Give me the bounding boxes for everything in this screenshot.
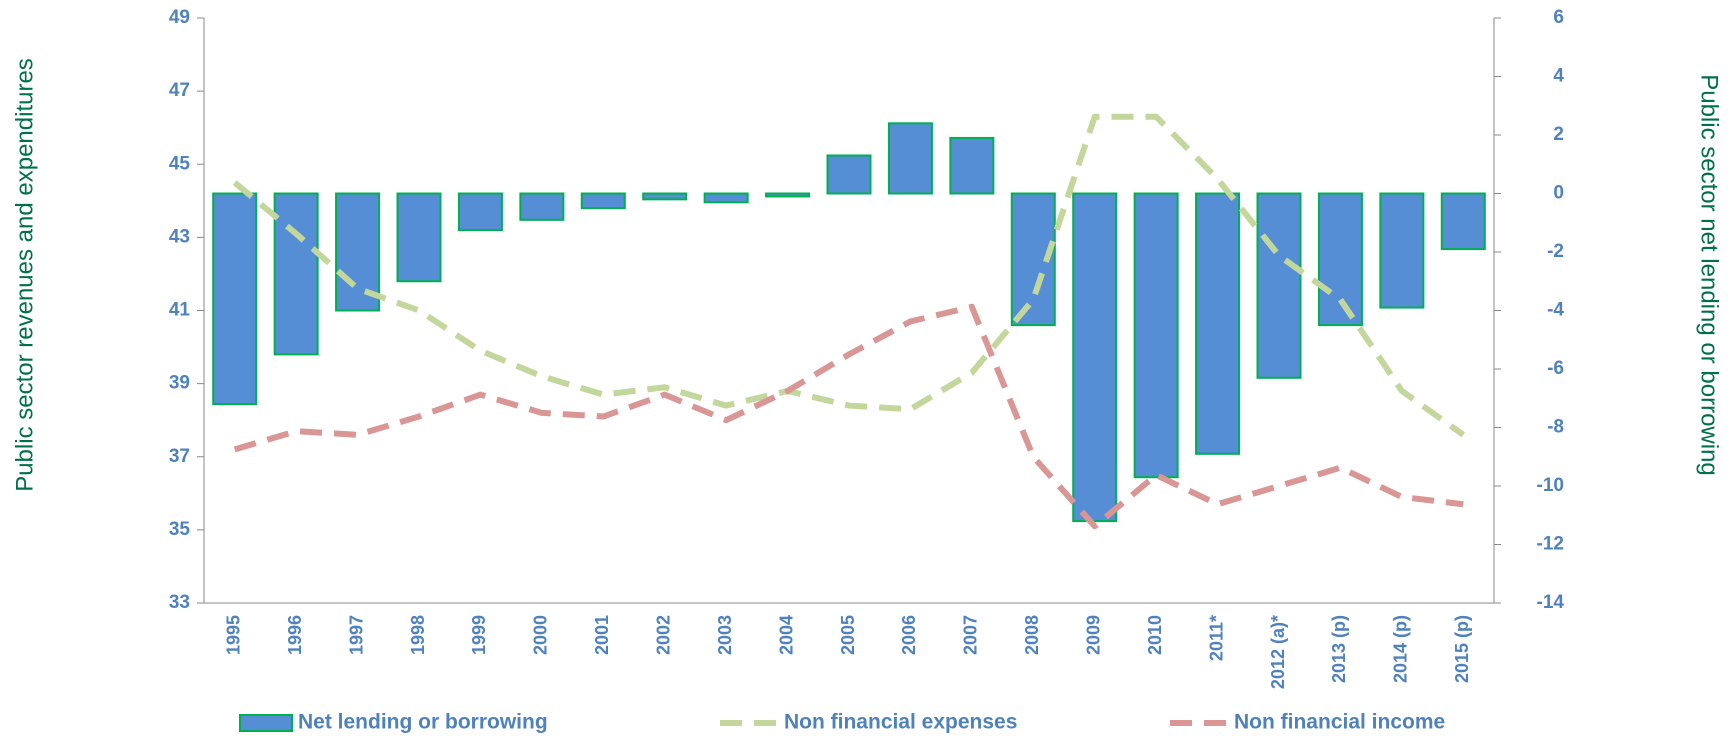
y-tick-label: 43 — [169, 226, 190, 247]
bar — [703, 192, 749, 204]
bar — [519, 192, 565, 221]
y2-tick-label: -4 — [1547, 300, 1564, 321]
x-tick-label: 1997 — [346, 615, 366, 655]
y2-tick-label: -14 — [1537, 592, 1565, 613]
legend-label: Non financial expenses — [784, 711, 1017, 734]
x-tick-label: 2006 — [899, 615, 919, 655]
x-tick-label: 2008 — [1022, 615, 1042, 655]
bar — [1379, 192, 1425, 309]
x-tick-label: 1998 — [408, 615, 428, 655]
y2-tick-label: -6 — [1547, 358, 1564, 379]
x-tick-label: 2012 (a)* — [1268, 615, 1288, 689]
bar — [335, 192, 381, 312]
x-tick-label: 1996 — [285, 615, 305, 655]
bar — [1072, 192, 1118, 523]
y-tick-label: 41 — [169, 300, 191, 321]
y2-tick-label: -8 — [1547, 417, 1564, 438]
bar — [887, 122, 933, 195]
bar — [826, 154, 872, 195]
x-tick-label: 2014 (p) — [1391, 615, 1411, 683]
x-tick-label: 2002 — [653, 615, 673, 655]
bar — [580, 192, 626, 210]
x-tick-label: 2004 — [776, 615, 796, 655]
bar — [273, 192, 319, 356]
x-tick-label: 2003 — [715, 615, 735, 655]
bar — [1440, 192, 1486, 251]
x-tick-label: 2009 — [1083, 615, 1103, 655]
y2-tick-label: 2 — [1553, 124, 1564, 145]
y2-tick-label: -10 — [1537, 475, 1564, 496]
y2-tick-label: 6 — [1553, 7, 1564, 28]
bar — [1256, 192, 1302, 379]
x-tick-label: 2015 (p) — [1452, 615, 1472, 683]
bar — [1317, 192, 1363, 327]
x-tick-label: 2011* — [1206, 615, 1226, 661]
line — [233, 303, 1464, 530]
x-tick-label: 2013 (p) — [1329, 615, 1349, 683]
x-tick-label: 1999 — [469, 615, 489, 655]
bar — [765, 192, 811, 198]
y2-axis-title: Public sector net lending or borrowing — [1696, 74, 1723, 476]
x-tick-label: 2007 — [961, 615, 981, 655]
x-tick-label: 2001 — [592, 615, 612, 655]
y-tick-label: 37 — [169, 446, 190, 467]
bar — [1133, 192, 1179, 479]
y2-tick-label: -12 — [1537, 534, 1564, 555]
y-tick-label: 49 — [169, 7, 190, 28]
bar — [949, 136, 995, 195]
x-tick-label: 1995 — [223, 615, 243, 655]
bar — [212, 192, 258, 406]
y-tick-label: 33 — [169, 592, 190, 613]
y-axis-title: Public sector revenues and expenditures — [11, 58, 38, 492]
legend-label: Non financial income — [1234, 711, 1445, 734]
y-tick-label: 39 — [169, 373, 190, 394]
legend-label: Net lending or borrowing — [298, 711, 548, 734]
line — [232, 113, 1466, 438]
bar — [457, 192, 503, 232]
x-tick-label: 2000 — [531, 615, 551, 655]
y-tick-label: 35 — [169, 519, 191, 540]
bar — [642, 192, 688, 201]
y-tick-label: 47 — [169, 80, 190, 101]
y2-tick-label: -2 — [1547, 241, 1564, 262]
legend-swatch — [239, 714, 293, 732]
y-tick-label: 45 — [169, 153, 191, 174]
x-tick-label: 2010 — [1145, 615, 1165, 655]
bar — [1195, 192, 1241, 455]
bar — [396, 192, 442, 283]
y2-tick-label: 0 — [1553, 183, 1564, 204]
y2-tick-label: 4 — [1553, 66, 1564, 87]
x-tick-label: 2005 — [838, 615, 858, 655]
